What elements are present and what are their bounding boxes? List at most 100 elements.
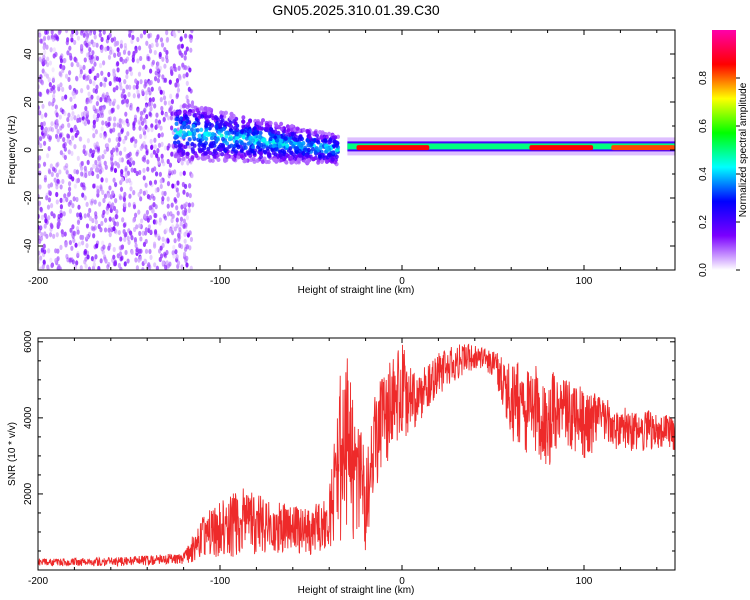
heatmap-cell [174, 82, 178, 88]
heatmap-peak [611, 145, 675, 151]
heatmap-cell [84, 168, 88, 174]
heatmap-cell [93, 61, 97, 67]
heatmap-cell [165, 30, 169, 36]
heatmap-cell [59, 244, 63, 250]
heatmap-cell [220, 118, 225, 123]
heatmap-cell [191, 202, 195, 208]
heatmap-cell [214, 124, 219, 129]
heatmap-cell [122, 229, 126, 235]
heatmap-cell [236, 144, 241, 150]
heatmap-cell [178, 129, 183, 134]
heatmap-cell [56, 248, 60, 254]
heatmap-cell [324, 159, 329, 164]
heatmap-cell [92, 80, 96, 86]
heatmap-cell [182, 202, 187, 209]
heatmap-cell [152, 201, 156, 208]
heatmap-cell [129, 30, 133, 34]
heatmap-cell [125, 69, 129, 75]
heatmap-cell [61, 109, 65, 115]
heatmap-cell [182, 189, 186, 195]
heatmap-cell [147, 56, 151, 62]
heatmap-cell [178, 119, 183, 124]
heatmap-cell [134, 257, 138, 263]
heatmap-cell [180, 264, 184, 270]
heatmap-cell [95, 243, 99, 249]
heatmap-cell [143, 79, 148, 85]
heatmap-cell [261, 118, 266, 123]
heatmap-x-tick-label: -200 [28, 276, 48, 287]
heatmap-cell [162, 95, 167, 101]
heatmap-cell [52, 88, 56, 94]
heatmap-cell [137, 191, 141, 198]
heatmap-cell [102, 244, 106, 250]
heatmap-cell [170, 217, 174, 224]
heatmap-cell [171, 250, 175, 256]
heatmap-cell [85, 243, 89, 249]
heatmap-cell [183, 109, 188, 115]
heatmap-cell [176, 260, 181, 266]
heatmap-cell [128, 84, 132, 90]
heatmap-cell [45, 61, 50, 68]
heatmap-cell [161, 74, 165, 80]
heatmap-cell [103, 227, 108, 233]
heatmap-cell [92, 133, 96, 139]
heatmap-cell [46, 264, 50, 270]
heatmap-cell [38, 258, 41, 264]
heatmap-cell [58, 71, 62, 77]
colorbar-ticks: 0.0 0.2 0.4 0.6 0.8 [698, 71, 740, 277]
heatmap-cell [225, 154, 230, 160]
heatmap-cell [86, 212, 91, 218]
heatmap-cell [203, 131, 208, 137]
heatmap-cell [113, 122, 117, 128]
heatmap-cell [131, 160, 136, 166]
heatmap-cell [72, 196, 76, 202]
heatmap-cell [234, 140, 239, 145]
heatmap-cell [170, 151, 174, 157]
heatmap-cell [67, 76, 71, 83]
heatmap-cell [79, 136, 83, 142]
heatmap-cell [42, 243, 46, 249]
snr-x-tick-label: -200 [28, 576, 48, 587]
heatmap-cell [108, 80, 112, 87]
heatmap-cell [116, 67, 120, 73]
heatmap-cell [54, 124, 58, 130]
heatmap-y-tick-label: -40 [23, 238, 34, 253]
heatmap-cell [119, 85, 123, 91]
heatmap-cell [70, 33, 74, 39]
heatmap-cell [181, 156, 186, 161]
heatmap-cell [92, 183, 96, 189]
heatmap-cell [52, 47, 56, 53]
heatmap-cell [81, 192, 85, 198]
heatmap-cell [61, 86, 65, 92]
heatmap-cell [190, 173, 194, 179]
heatmap-cell [135, 170, 139, 177]
heatmap-cell [93, 199, 97, 205]
heatmap-cell [179, 221, 183, 227]
heatmap-cell [80, 240, 85, 246]
heatmap-cell [188, 192, 192, 199]
heatmap-cell [72, 237, 76, 244]
heatmap-cell [45, 233, 49, 239]
heatmap-cell [49, 47, 53, 53]
snr-frame [37, 337, 676, 571]
heatmap-cell [246, 151, 251, 156]
heatmap-cell [174, 249, 178, 255]
heatmap-cell [103, 160, 107, 166]
heatmap-cell [189, 30, 194, 34]
heatmap-cell [43, 49, 47, 55]
heatmap-cell [136, 89, 140, 95]
heatmap-cell [41, 68, 45, 74]
heatmap-cell [100, 36, 104, 43]
heatmap-cell [108, 32, 112, 38]
colorbar-gradient [712, 30, 736, 270]
heatmap-cell [67, 112, 71, 118]
heatmap-cell [117, 142, 121, 148]
heatmap-cell [119, 245, 123, 251]
heatmap-cell [38, 136, 43, 142]
heatmap-cell [135, 265, 140, 270]
heatmap-cell [199, 105, 204, 111]
heatmap-cell [161, 196, 165, 202]
heatmap-cell [71, 30, 75, 35]
heatmap-cell [143, 213, 147, 219]
heatmap-cell [46, 35, 51, 41]
